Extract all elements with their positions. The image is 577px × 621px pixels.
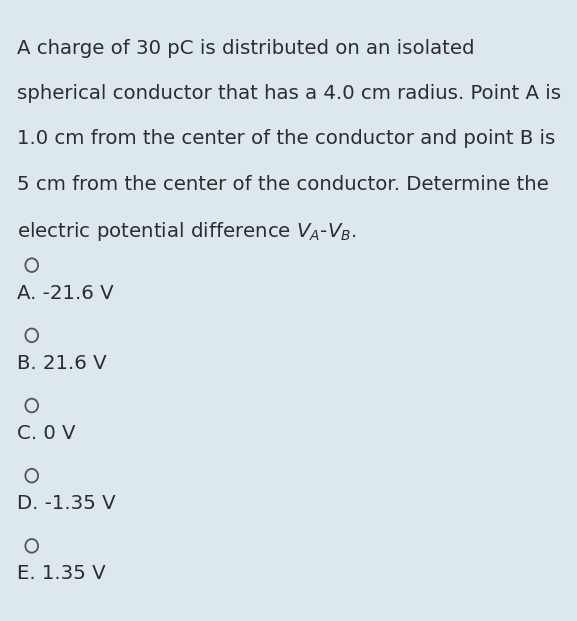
Text: 1.0 cm from the center of the conductor and point B is: 1.0 cm from the center of the conductor … [17,129,556,148]
Text: A charge of 30 pC is distributed on an isolated: A charge of 30 pC is distributed on an i… [17,39,475,58]
Text: A. -21.6 V: A. -21.6 V [17,284,114,303]
Text: electric potential difference $V_A$-$V_B$.: electric potential difference $V_A$-$V_B… [17,220,357,243]
Text: E. 1.35 V: E. 1.35 V [17,564,106,584]
Text: D. -1.35 V: D. -1.35 V [17,494,116,514]
Text: C. 0 V: C. 0 V [17,424,76,443]
Text: B. 21.6 V: B. 21.6 V [17,354,107,373]
Text: 5 cm from the center of the conductor. Determine the: 5 cm from the center of the conductor. D… [17,175,549,194]
Text: spherical conductor that has a 4.0 cm radius. Point A is: spherical conductor that has a 4.0 cm ra… [17,84,561,103]
